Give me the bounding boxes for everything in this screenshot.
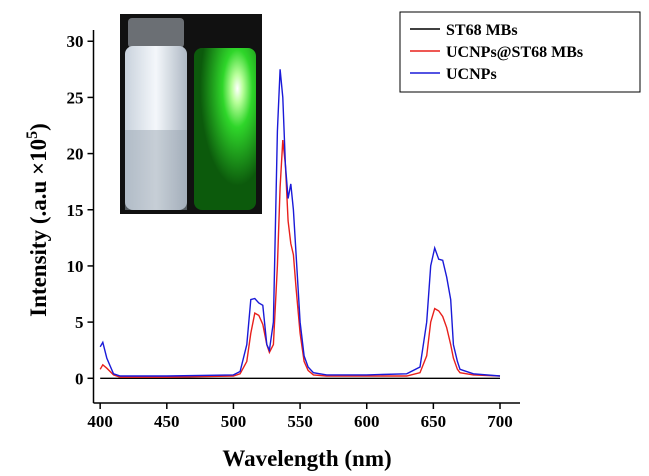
x-tick-label: 600 xyxy=(354,412,380,431)
legend-label: UCNPs@ST68 MBs xyxy=(446,44,583,61)
y-tick-label: 25 xyxy=(67,88,84,107)
x-tick-label: 450 xyxy=(154,412,180,431)
y-tick-label: 5 xyxy=(75,313,84,332)
x-tick-label: 650 xyxy=(421,412,447,431)
y-label-main: Intensity (.a.u ×10 xyxy=(26,139,51,317)
y-tick-label: 20 xyxy=(67,145,84,164)
y-label-exp: 5 xyxy=(24,131,41,139)
y-axis-label: Intensity (.a.u ×105) xyxy=(24,123,51,317)
legend-label: UCNPs xyxy=(446,66,497,83)
x-axis-label: Wavelength (nm) xyxy=(222,446,391,471)
legend-label: ST68 MBs xyxy=(446,22,518,39)
series-line xyxy=(99,140,501,378)
series-line xyxy=(99,69,501,377)
x-tick-label: 400 xyxy=(87,412,113,431)
x-tick-label: 550 xyxy=(287,412,313,431)
x-tick-label: 700 xyxy=(487,412,513,431)
inset-photo xyxy=(120,14,262,214)
y-label-end: ) xyxy=(26,123,51,131)
y-tick-label: 10 xyxy=(67,257,84,276)
x-tick-label: 500 xyxy=(221,412,247,431)
y-tick-label: 30 xyxy=(67,32,84,51)
y-tick-label: 0 xyxy=(75,369,84,388)
y-tick-label: 15 xyxy=(67,201,84,220)
legend-box xyxy=(399,11,641,93)
